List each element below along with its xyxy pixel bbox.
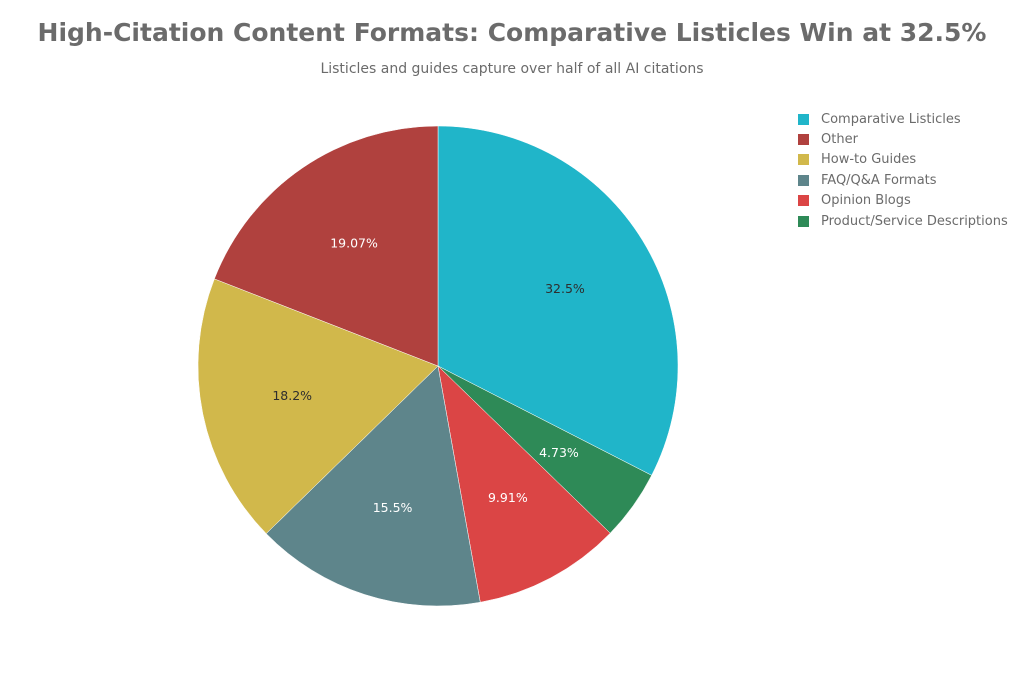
chart-title: High-Citation Content Formats: Comparati… [37, 18, 987, 47]
legend-label: Other [821, 132, 858, 148]
legend-swatch [798, 113, 809, 125]
slice-value-label: 19.07% [330, 236, 378, 251]
slice-value-label: 32.5% [545, 281, 585, 296]
legend-label: FAQ/Q&A Formats [821, 172, 937, 188]
pie-slice-opinion-blogs [437, 365, 611, 603]
legend-swatch [798, 134, 809, 146]
legend-swatch [798, 154, 809, 166]
legend-label: Comparative Listicles [821, 111, 961, 127]
legend-item-other[interactable]: Other [798, 129, 1008, 149]
pie-slice-how-to-guides [197, 278, 439, 534]
legend-swatch [798, 215, 809, 227]
slice-value-label: 18.2% [272, 388, 312, 403]
legend-label: Product/Service Descriptions [821, 213, 1008, 229]
legend-swatch [798, 174, 809, 186]
legend-item-how-to-guides[interactable]: How-to Guides [798, 150, 1008, 170]
legend-label: How-to Guides [821, 152, 917, 168]
pie-slice-comparative-listicles [437, 125, 679, 476]
chart-legend: Comparative Listicles Other How-to Guides F… [798, 109, 1008, 231]
chart-subtitle: Listicles and guides capture over half o… [320, 61, 704, 77]
legend-item-faq-q-a-formats[interactable]: FAQ/Q&A Formats [798, 170, 1008, 190]
slice-value-label: 9.91% [488, 490, 528, 505]
legend-item-comparative-listicles[interactable]: Comparative Listicles [798, 109, 1008, 129]
slice-value-label: 15.5% [373, 500, 413, 515]
slice-value-label: 4.73% [539, 445, 579, 460]
legend-label: Opinion Blogs [821, 193, 911, 209]
pie-slice-other [214, 125, 439, 367]
legend-swatch [798, 195, 809, 207]
legend-item-product-service-descriptions[interactable]: Product/Service Descriptions [798, 211, 1008, 231]
legend-item-opinion-blogs[interactable]: Opinion Blogs [798, 191, 1008, 211]
pie-slice-faq-q-a-formats [265, 365, 481, 607]
